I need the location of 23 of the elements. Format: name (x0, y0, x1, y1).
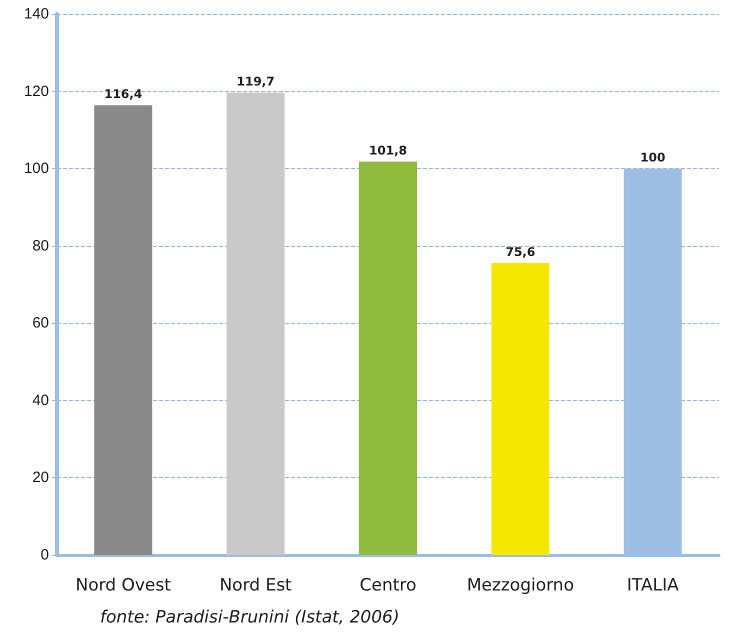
y-tick-label: 60 (32, 314, 49, 332)
y-tick-label: 40 (32, 392, 49, 409)
x-tick-label: Nord Ovest (75, 576, 172, 596)
y-tick-label: 0 (40, 546, 49, 564)
x-tick-label: Centro (360, 576, 416, 596)
y-tick-label: 80 (32, 237, 49, 254)
data-label: 75,6 (506, 244, 536, 259)
data-label: 116,4 (104, 87, 142, 102)
bar (94, 105, 152, 555)
data-label: 101,8 (369, 144, 407, 158)
bar (491, 262, 550, 555)
y-tick-label: 20 (32, 469, 49, 486)
x-tick-label: ITALIA (626, 576, 680, 596)
source-note: fonte: Paradisi-Brunini (Istat, 2006) (100, 608, 400, 628)
data-label: 119,7 (236, 74, 275, 88)
bar (226, 92, 285, 555)
x-tick-label: Nord Est (219, 576, 292, 596)
bar (359, 162, 417, 555)
y-tick-label: 120 (24, 82, 49, 100)
y-tick-label: 140 (24, 6, 49, 22)
y-tick-label: 100 (24, 160, 49, 178)
data-label: 100 (640, 150, 666, 165)
x-tick-label: Mezzogiorno (466, 576, 574, 596)
